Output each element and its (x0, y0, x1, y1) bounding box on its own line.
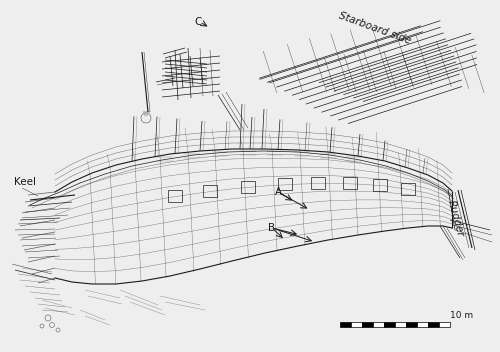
Text: Rudder: Rudder (446, 199, 466, 238)
Bar (401, 183, 415, 195)
Bar (351, 322, 362, 327)
Bar (278, 178, 292, 190)
Text: Keel: Keel (14, 177, 36, 187)
Bar (395, 322, 406, 327)
Text: Starboard side: Starboard side (338, 10, 412, 46)
Bar (362, 322, 373, 327)
Bar (343, 177, 357, 189)
Text: C: C (194, 17, 202, 27)
Bar (384, 322, 395, 327)
Bar (373, 179, 387, 191)
Bar (439, 322, 450, 327)
Text: A: A (274, 187, 281, 197)
Bar (340, 322, 351, 327)
Bar (203, 185, 217, 197)
Text: B: B (268, 223, 276, 233)
Bar (428, 322, 439, 327)
Bar (311, 177, 325, 189)
Bar (406, 322, 417, 327)
Bar (373, 322, 384, 327)
Bar (168, 190, 182, 202)
Bar (241, 181, 255, 193)
Text: 10 m: 10 m (450, 311, 473, 320)
Bar (417, 322, 428, 327)
